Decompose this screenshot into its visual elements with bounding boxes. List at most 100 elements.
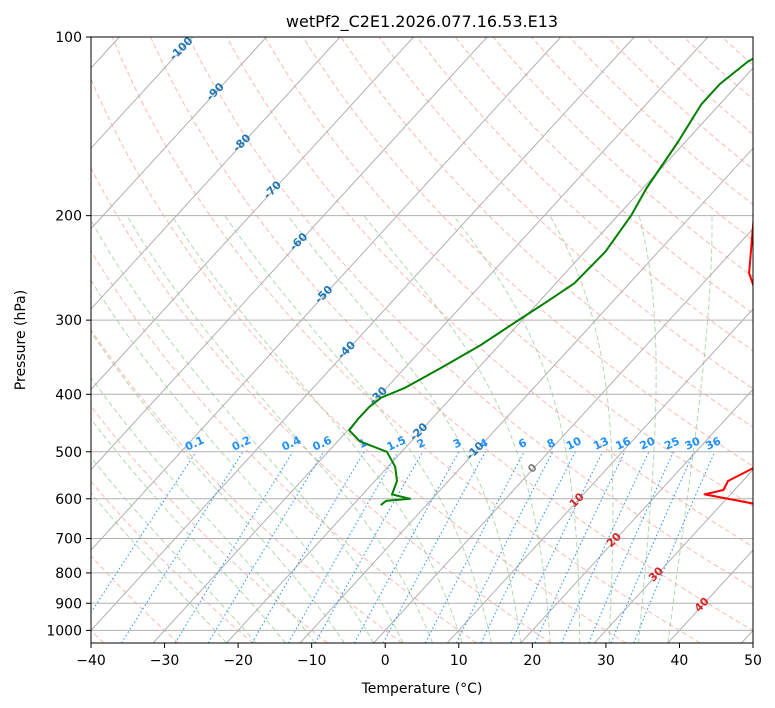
moist-adiabat [91,219,404,643]
temperature-line [703,215,753,505]
dry-adiabat [91,250,477,643]
y-axis-label: Pressure (hPa) [13,290,29,390]
isotherm [91,37,414,391]
isotherm [91,37,488,471]
mixing-ratio-line [510,451,604,643]
y-tick-label: 300 [55,313,82,329]
dry-adiabat [569,37,753,206]
mixing-ratio-line [121,451,244,643]
mixing-ratio-line [480,451,576,643]
moist-adiabat [171,215,463,643]
dry-adiabat [378,37,753,390]
isotherm [520,388,753,643]
dry-adiabat [721,37,753,66]
moist-adiabat [91,376,316,643]
x-axis-label: Temperature (°C) [361,681,483,697]
mixing-ratio-label: 10 [564,434,584,452]
mixing-ratio-label: 0.6 [311,433,334,453]
moist-adiabat [91,279,375,643]
moist-adiabat [638,215,657,643]
isotherms [91,37,753,643]
moist-adiabats [91,215,713,643]
moist-adiabat [452,215,581,643]
isotherm [91,37,562,551]
mixing-ratio-line [588,451,674,643]
x-tick-label: −20 [223,653,253,669]
mixing-ratio-label: 36 [704,434,724,452]
moist-adiabat [91,418,286,643]
dry-adiabat [91,328,403,643]
mixing-ratio-line [561,451,650,643]
dry-adiabat [150,37,753,631]
mixing-ratio-line [610,451,695,643]
dry-adiabat [111,37,701,643]
x-tick-label: 30 [597,653,615,669]
mixing-ratio-label: 6 [516,436,529,451]
x-tick-label: 10 [450,653,468,669]
isotherm [152,37,709,643]
plot-area: -100-90-80-70-60-50-40-30-20-10010203040… [91,37,775,643]
dry-adiabat [454,37,753,315]
x-tick-label: −10 [297,653,327,669]
mixing-ratio-line [314,451,424,643]
profile-series [348,57,753,506]
isotherm [594,468,753,643]
dry-adiabat [760,37,775,643]
dry-adiabat [340,37,753,428]
isotherm [91,37,194,150]
mixing-ratio-line [174,451,294,643]
y-axis: 100 200 300 400 500 600 700 800 900 1000 [46,30,91,639]
isobars [91,215,753,631]
isotherm [741,629,753,643]
moist-adiabat [549,215,614,643]
y-tick-label: 700 [55,532,82,548]
dry-adiabat [188,37,753,589]
x-tick-label: 50 [744,653,762,669]
mixing-ratio-label: 3 [451,436,463,451]
mixing-ratio-line [633,451,716,643]
x-tick-label: 0 [381,653,390,669]
moist-adiabat [126,215,434,643]
isotherm [91,37,341,310]
isotherm [91,37,267,230]
x-tick-label: −30 [150,653,180,669]
mixing-ratio-label: 25 [662,434,681,452]
mixing-ratio-line [353,451,460,643]
dry-adiabat [226,37,753,548]
mixing-ratio-line [455,451,554,643]
mixing-ratio-line [207,451,325,643]
mixing-ratio-label: 20 [638,434,658,452]
dry-adiabat [607,37,753,170]
x-tick-label: −40 [76,653,106,669]
x-tick-label: 40 [671,653,689,669]
y-tick-label: 200 [55,209,82,225]
y-tick-label: 500 [55,445,82,461]
mixing-ratio-label: 0.1 [183,434,206,454]
isotherm [373,227,753,643]
mixing-ratio-label: 16 [614,434,634,452]
mixing-ratio-label: 1.5 [385,434,408,454]
moist-adiabat [91,492,227,643]
y-tick-label: 400 [55,387,82,403]
mixing-ratio-label: 13 [591,434,610,452]
y-tick-label: 900 [55,596,82,612]
dewpoint-line [348,57,753,506]
mixing-ratio-lines [91,451,716,643]
y-tick-label: 100 [55,30,82,46]
dry-adiabats [91,37,775,643]
dry-adiabat [91,480,254,643]
x-axis: −40 −30 −20 −10 0 10 20 30 40 50 [76,643,762,669]
x-tick-label: 20 [523,653,541,669]
chart-title: wetPf2_C2E1.2026.077.16.53.E13 [286,12,558,32]
mixing-ratio-line [91,451,197,614]
isotherm [299,147,753,643]
isotherm [91,37,635,632]
y-tick-label: 600 [55,492,82,508]
dry-adiabat [91,167,552,643]
mixing-ratio-label: 8 [545,436,557,451]
dry-adiabat [645,37,753,135]
isotherm [446,308,753,643]
isotherm [226,67,753,643]
mixing-ratio-line [382,451,486,643]
